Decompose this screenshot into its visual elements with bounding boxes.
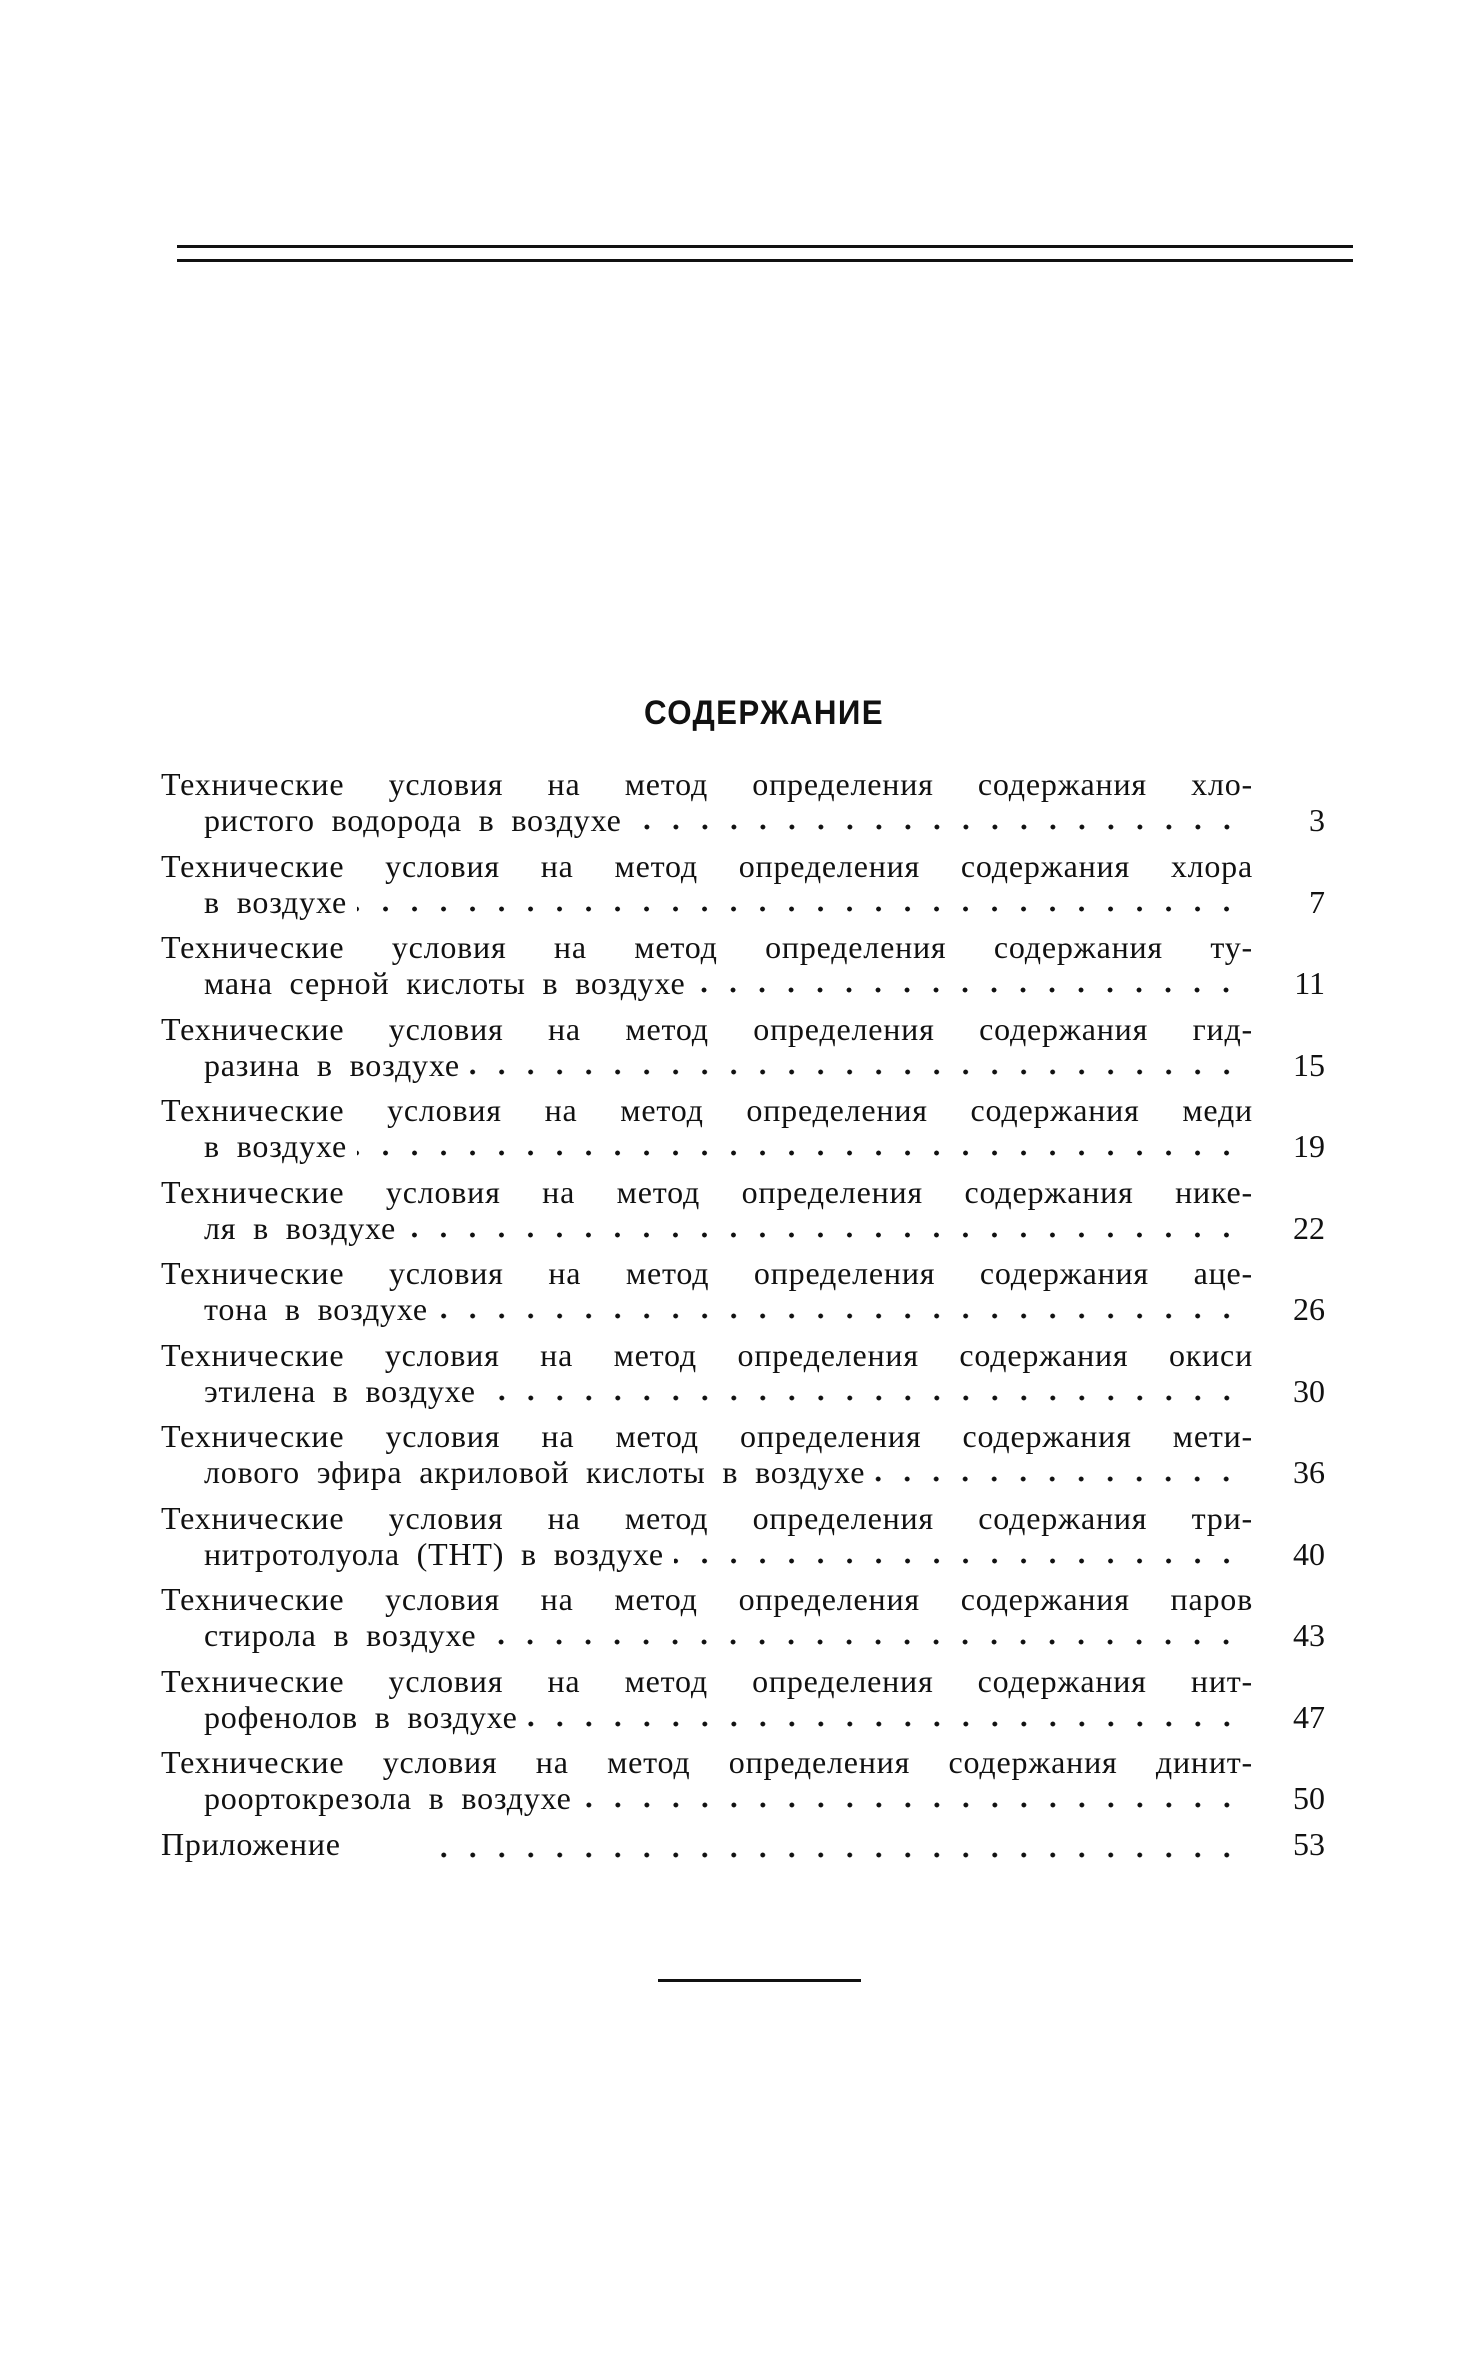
- toc-entry-title-line1: Технические условия на метод определения…: [161, 1092, 1253, 1128]
- toc-entry-page-number: 30: [1293, 1372, 1325, 1409]
- toc-entry[interactable]: Технические условия на метод определения…: [161, 1581, 1325, 1663]
- dot-leader: [356, 1150, 1241, 1156]
- toc-entry-page-number: 43: [1293, 1617, 1325, 1653]
- toc-entry-page-number: 15: [1293, 1046, 1325, 1083]
- toc-entry[interactable]: Технические условия на метод определения…: [161, 1092, 1325, 1174]
- dot-leader: [695, 987, 1241, 993]
- toc-entry-title-line2: ристого водорода в воздухе: [204, 802, 622, 838]
- dot-leader: [581, 1802, 1241, 1808]
- toc-entry-page-number: 47: [1293, 1698, 1325, 1735]
- dot-leader: [485, 1394, 1241, 1401]
- toc-entry[interactable]: Технические условия на метод определения…: [161, 1174, 1325, 1256]
- toc-entry-page-number: 40: [1293, 1535, 1325, 1572]
- toc-entry-page-number: 7: [1309, 883, 1325, 920]
- bottom-rule: [658, 1979, 861, 1982]
- toc-entry-title-line1: Технические условия на метод определения…: [161, 847, 1253, 884]
- toc-entry-title-line2: лового эфира акриловой кислоты в воздухе: [204, 1454, 866, 1490]
- page-title: СОДЕРЖАНИЕ: [644, 694, 884, 732]
- dot-leader: [875, 1476, 1241, 1482]
- toc-entry-title-line1: Технические условия на метод определения…: [161, 1744, 1253, 1780]
- toc-entry-title-line1: Технические условия на метод определения…: [161, 1662, 1253, 1699]
- toc-entry-title-line2: роортокрезола в воздухе: [204, 1780, 572, 1816]
- toc-entry-title-line2: этилена в воздухе: [204, 1372, 476, 1409]
- toc-entry[interactable]: Технические условия на метод определения…: [161, 1337, 1325, 1419]
- toc-entry-page-number: 11: [1294, 965, 1325, 1001]
- toc-entry-title-line2: разина в воздухе: [204, 1046, 460, 1083]
- toc-entry-title-line2: рофенолов в воздухе: [204, 1698, 518, 1735]
- toc-entry-title-line1: Технические условия на метод определения…: [161, 1336, 1253, 1373]
- dot-leader: [486, 1639, 1241, 1645]
- toc-entry-title-line2: в воздухе: [204, 1128, 347, 1164]
- toc-entry-page-number: 22: [1293, 1209, 1325, 1246]
- toc-entry-page-number: 26: [1293, 1291, 1325, 1327]
- dot-leader: [406, 1231, 1241, 1238]
- toc-entry-title-line2: стирола в воздухе: [204, 1617, 477, 1653]
- toc-entry-title-line1: Технические условия на метод определения…: [161, 1418, 1253, 1454]
- toc-entry[interactable]: Технические условия на метод определения…: [161, 1663, 1325, 1745]
- toc-entry-title-line1: Технические условия на метод определения…: [161, 1010, 1253, 1047]
- dot-leader: [469, 1068, 1241, 1075]
- toc-entry-title-line1: Технические условия на метод определения…: [161, 766, 1253, 802]
- dot-leader: [527, 1720, 1241, 1727]
- toc-entry-page-number: 53: [1293, 1825, 1325, 1862]
- toc-entry-title-line1: Технические условия на метод определения…: [161, 1581, 1253, 1617]
- toc-entry-page-number: 36: [1293, 1454, 1325, 1490]
- toc-entry[interactable]: Технические условия на метод определения…: [161, 848, 1325, 930]
- toc-entry-title-line1: Технические условия на метод определения…: [161, 1499, 1253, 1536]
- toc-entry-title-line1: Технические условия на метод определения…: [161, 1255, 1253, 1291]
- top-rule-lower: [177, 259, 1353, 262]
- toc-entry-page-number: 19: [1293, 1128, 1325, 1164]
- toc-entry-title-line2: в воздухе: [204, 883, 347, 920]
- top-rule-upper: [177, 245, 1353, 248]
- toc-entry-title-line2: мана серной кислоты в воздухе: [204, 965, 686, 1001]
- toc-entry[interactable]: Технические условия на метод определения…: [161, 766, 1325, 848]
- dot-leader: [356, 905, 1241, 912]
- toc-entry-page-number: 3: [1309, 802, 1325, 838]
- dot-leader: [437, 1313, 1241, 1319]
- toc-entry-title-line1: Технические условия на метод определения…: [161, 1173, 1253, 1210]
- dot-leader: [631, 824, 1241, 830]
- toc-entry-title-line1: Технические условия на метод определения…: [161, 929, 1253, 965]
- toc-entry-appendix[interactable]: Приложение 53: [161, 1826, 1325, 1866]
- toc-entry[interactable]: Технические условия на метод определения…: [161, 1500, 1325, 1582]
- toc-entry-page-number: 50: [1293, 1780, 1325, 1816]
- toc-entry[interactable]: Технические условия на метод определения…: [161, 929, 1325, 1011]
- toc-entry[interactable]: Технические условия на метод определения…: [161, 1011, 1325, 1093]
- toc-entry[interactable]: Технические условия на метод определения…: [161, 1418, 1325, 1500]
- toc-entry-title-line2: тона в воздухе: [204, 1291, 428, 1327]
- toc-entry-title: Приложение: [161, 1825, 341, 1862]
- toc-entry[interactable]: Технические условия на метод определения…: [161, 1255, 1325, 1337]
- table-of-contents: Технические условия на метод определения…: [161, 766, 1325, 1866]
- toc-entry-title-line2: ля в воздухе: [204, 1209, 397, 1246]
- dot-leader: [673, 1557, 1241, 1564]
- toc-entry[interactable]: Технические условия на метод определения…: [161, 1744, 1325, 1826]
- dot-leader: [430, 1851, 1241, 1858]
- toc-entry-title-line2: нитротолуола (ТНТ) в воздухе: [204, 1535, 664, 1572]
